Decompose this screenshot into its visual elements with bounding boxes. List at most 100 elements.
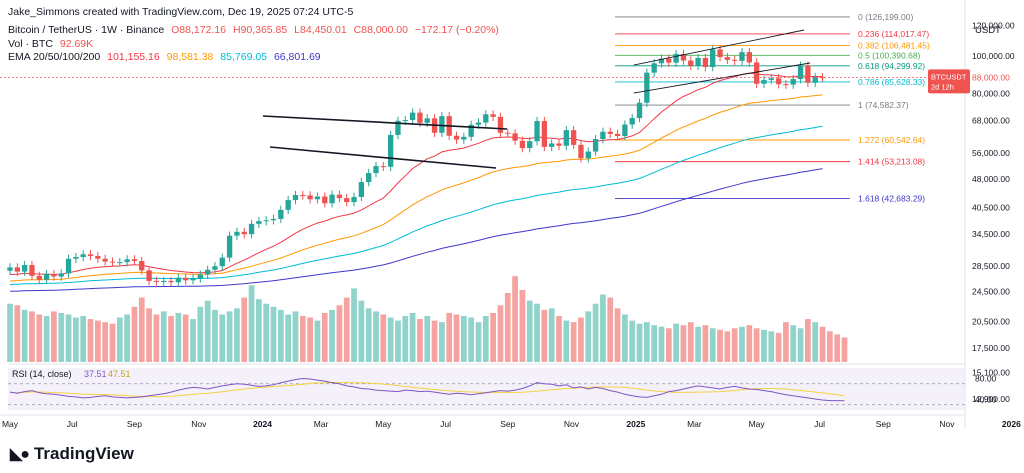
candle-body	[695, 57, 701, 66]
ema50-line	[9, 94, 823, 282]
candle-body	[519, 140, 526, 149]
volume-bar	[812, 322, 819, 362]
candle-body	[805, 65, 811, 83]
candle-body	[600, 131, 606, 140]
price-axis-tick-label: 80,000.00	[972, 88, 1010, 98]
volume-bar	[607, 297, 614, 362]
candle-body	[314, 196, 321, 200]
candle-body	[819, 77, 826, 79]
volume-bar	[695, 326, 701, 362]
volume-bar	[160, 311, 167, 362]
candle-body	[14, 267, 20, 272]
time-axis-tick-label: Sep	[500, 419, 515, 429]
ema50-value: 98,581.38	[166, 51, 214, 63]
candle-body	[373, 166, 379, 174]
candle-body	[585, 151, 591, 159]
candle-body	[139, 261, 145, 271]
candle-body	[21, 265, 28, 272]
candle-body	[710, 49, 716, 68]
candle-body	[366, 173, 372, 183]
volume-bar	[270, 306, 277, 362]
volume-bar	[687, 322, 694, 362]
candle-body	[468, 124, 474, 137]
volume-bar	[380, 314, 387, 362]
volume-bar	[651, 325, 658, 362]
volume-bar	[219, 314, 226, 362]
volume-bar	[497, 305, 504, 362]
time-axis-tick-label: Jul	[67, 419, 78, 429]
volume-bar	[146, 308, 152, 362]
candle-body	[461, 136, 467, 140]
candle-body	[644, 72, 650, 103]
ema100-value: 85,769.05	[220, 51, 268, 63]
volume-bar	[190, 319, 196, 362]
fib-level-label: 1 (74,582.37)	[858, 100, 909, 110]
volume-bar	[329, 309, 335, 362]
candle-body	[563, 130, 569, 146]
volume-bar	[658, 326, 665, 362]
brand-name: TradingView	[33, 444, 134, 463]
price-axis-currency-label: USDT	[975, 25, 1001, 36]
candle-body	[578, 144, 584, 159]
volume-bar	[387, 317, 394, 362]
volume-bar	[622, 314, 628, 362]
candle-body	[51, 274, 57, 277]
volume-bar	[29, 311, 35, 362]
volume-bar	[395, 320, 401, 362]
candle-body	[43, 274, 50, 280]
time-axis-tick-label: 2024	[253, 419, 272, 429]
volume-bar	[805, 319, 811, 362]
symbol-name[interactable]: Bitcoin / TetherUS · 1W · Binance	[8, 24, 165, 36]
price-axis-tick-label: 24,500.00	[972, 287, 1010, 297]
candle-body	[307, 195, 313, 200]
candle-body	[29, 265, 35, 276]
volume-bar	[841, 337, 848, 362]
ema20-value: 101,155.16	[107, 51, 160, 63]
candle-body	[219, 257, 225, 267]
candle-body	[812, 77, 818, 83]
candle-body	[65, 258, 72, 274]
volume-bar	[351, 288, 357, 362]
volume-bar	[643, 322, 650, 362]
candle-body	[263, 220, 269, 222]
candle-body	[248, 223, 255, 235]
volume-bar	[153, 314, 160, 362]
last-price-value: 88,000.00	[972, 72, 1010, 82]
volume-bar	[36, 314, 43, 362]
candle-body	[234, 231, 240, 236]
volume-bar	[783, 322, 789, 362]
price-axis-tick-label: 34,500.00	[972, 229, 1010, 239]
volume-bar	[431, 320, 438, 362]
candle-body	[387, 134, 394, 167]
volume-bar	[585, 311, 592, 362]
fib-level-label: 0 (126,199.00)	[858, 12, 913, 22]
ohlc-high: H90,365.85	[232, 24, 288, 36]
volume-bar	[241, 297, 248, 362]
volume-bar	[58, 312, 65, 362]
candle-body	[724, 57, 731, 60]
candle-body	[73, 257, 79, 259]
wedge-upper-line	[633, 29, 805, 66]
candle-body	[329, 194, 335, 204]
volume-bar	[204, 300, 211, 362]
volume-bar	[409, 312, 416, 362]
candle-body	[534, 121, 540, 142]
price-axis-tick-label: 17,500.00	[972, 343, 1010, 353]
volume-label[interactable]: Vol · BTC	[8, 38, 53, 50]
volume-bar	[336, 305, 343, 362]
volume-bar	[248, 285, 255, 362]
price-axis-tick-label: 120,000.00	[972, 20, 1015, 30]
candle-body	[175, 277, 182, 283]
candle-body	[527, 141, 533, 149]
candle-body	[87, 254, 94, 256]
volume-bar	[834, 334, 841, 362]
rsi-tick-label: 80.00	[975, 374, 997, 384]
rsi-label: RSI (14, close)	[12, 369, 72, 379]
ema-label[interactable]: EMA 20/50/100/200	[8, 51, 101, 63]
price-axis-tick-label: 48,000.00	[972, 174, 1010, 184]
tradingview-brand[interactable]: ◣● TradingView	[10, 444, 134, 464]
candle-body	[512, 133, 518, 141]
price-axis-tick-label: 28,500.00	[972, 261, 1010, 271]
volume-bar	[402, 316, 409, 362]
